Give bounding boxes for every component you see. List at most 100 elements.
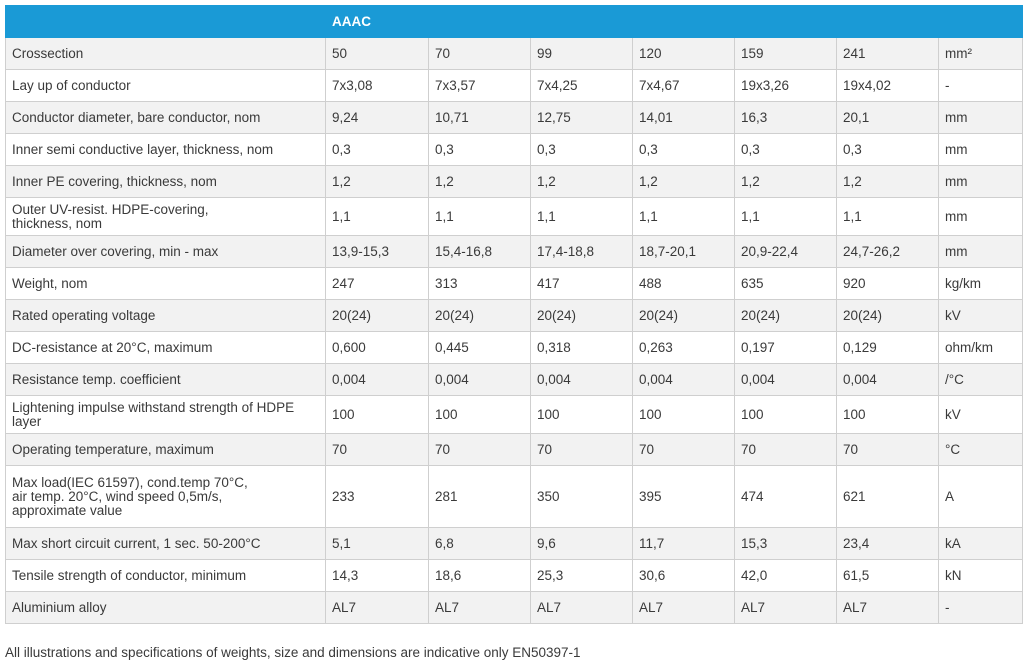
row-label-cell: Aluminium alloy	[5, 591, 326, 624]
value-cell: 14,3	[325, 559, 429, 592]
row-label-cell: Lightening impulse withstand strength of…	[5, 395, 326, 434]
table-body: Crossection 50 70 99 120 159 241 mm² Lay up of c…	[5, 37, 1023, 624]
value-cell: 0,004	[734, 363, 837, 396]
value-cell: 25,3	[530, 559, 633, 592]
table-header-row: AAAC	[5, 5, 1023, 38]
row-label-cell: Lay up of conductor	[5, 69, 326, 102]
value-cell: 233	[325, 465, 429, 528]
value-cell: 13,9-15,3	[325, 235, 429, 268]
row-label-cell: DC-resistance at 20°C, maximum	[5, 331, 326, 364]
value-cell: 241	[836, 37, 939, 70]
unit-cell: A	[938, 465, 1023, 528]
value-cell: 488	[632, 267, 735, 300]
value-cell: AL7	[632, 591, 735, 624]
value-cell: 920	[836, 267, 939, 300]
row-label-cell: Operating temperature, maximum	[5, 433, 326, 466]
value-cell: 42,0	[734, 559, 837, 592]
value-cell: 0,004	[530, 363, 633, 396]
row-label-cell: Resistance temp. coefficient	[5, 363, 326, 396]
value-cell: 16,3	[734, 101, 837, 134]
value-cell: 61,5	[836, 559, 939, 592]
table-row: Outer UV-resist. HDPE-covering, thickness…	[5, 197, 1023, 236]
value-cell: 18,6	[428, 559, 531, 592]
value-cell: 0,445	[428, 331, 531, 364]
value-cell: 20,1	[836, 101, 939, 134]
value-cell: 350	[530, 465, 633, 528]
value-cell: 0,004	[836, 363, 939, 396]
value-cell: 70	[325, 433, 429, 466]
unit-cell: -	[938, 69, 1023, 102]
header-cell-product: AAAC	[325, 5, 429, 38]
value-cell: 0,004	[325, 363, 429, 396]
unit-cell: °C	[938, 433, 1023, 466]
value-cell: 11,7	[632, 527, 735, 560]
row-label-cell: Conductor diameter, bare conductor, nom	[5, 101, 326, 134]
unit-cell: kN	[938, 559, 1023, 592]
table-row: Inner PE covering, thickness, nom 1,2 1,2 1…	[5, 165, 1023, 198]
value-cell: 0,3	[734, 133, 837, 166]
value-cell: AL7	[734, 591, 837, 624]
value-cell: 7x3,57	[428, 69, 531, 102]
value-cell: 1,1	[836, 197, 939, 236]
value-cell: 0,3	[428, 133, 531, 166]
value-cell: 100	[734, 395, 837, 434]
table-row: Crossection 50 70 99 120 159 241 mm²	[5, 37, 1023, 70]
value-cell: 1,2	[325, 165, 429, 198]
value-cell: 1,2	[632, 165, 735, 198]
header-cell	[530, 5, 633, 38]
value-cell: 6,8	[428, 527, 531, 560]
value-cell: 100	[428, 395, 531, 434]
unit-cell: mm	[938, 133, 1023, 166]
value-cell: AL7	[836, 591, 939, 624]
value-cell: 1,1	[734, 197, 837, 236]
value-cell: 0,3	[325, 133, 429, 166]
value-cell: 1,2	[428, 165, 531, 198]
value-cell: 20(24)	[632, 299, 735, 332]
value-cell: 0,004	[428, 363, 531, 396]
header-cell-label	[5, 5, 326, 38]
value-cell: 20,9-22,4	[734, 235, 837, 268]
value-cell: 70	[428, 37, 531, 70]
value-cell: 9,24	[325, 101, 429, 134]
value-cell: 621	[836, 465, 939, 528]
value-cell: 1,2	[734, 165, 837, 198]
value-cell: 120	[632, 37, 735, 70]
unit-cell: kA	[938, 527, 1023, 560]
unit-cell: -	[938, 591, 1023, 624]
header-cell	[428, 5, 531, 38]
value-cell: 20(24)	[530, 299, 633, 332]
value-cell: 0,600	[325, 331, 429, 364]
value-cell: 1,2	[836, 165, 939, 198]
value-cell: 0,129	[836, 331, 939, 364]
value-cell: 417	[530, 267, 633, 300]
value-cell: 0,318	[530, 331, 633, 364]
value-cell: 14,01	[632, 101, 735, 134]
header-cell	[632, 5, 735, 38]
row-label-cell: Crossection	[5, 37, 326, 70]
unit-cell: mm²	[938, 37, 1023, 70]
table-row: Rated operating voltage 20(24) 20(24) 20(24…	[5, 299, 1023, 332]
header-cell	[734, 5, 837, 38]
value-cell: 635	[734, 267, 837, 300]
table-row: Inner semi conductive layer, thickness, …	[5, 133, 1023, 166]
unit-cell: mm	[938, 197, 1023, 236]
table-row: Lightening impulse withstand strength of…	[5, 395, 1023, 434]
row-label-cell: Tensile strength of conductor, minimum	[5, 559, 326, 592]
value-cell: 99	[530, 37, 633, 70]
value-cell: 20(24)	[734, 299, 837, 332]
value-cell: 100	[530, 395, 633, 434]
value-cell: 19x3,26	[734, 69, 837, 102]
specification-table: AAAC Crossection 50 70 99 120 159 241 mm² Lay up…	[5, 5, 1023, 624]
value-cell: 70	[530, 433, 633, 466]
value-cell: 0,3	[836, 133, 939, 166]
table-row: Operating temperature, maximum 70 70 70 70 70…	[5, 433, 1023, 466]
value-cell: 15,4-16,8	[428, 235, 531, 268]
value-cell: 12,75	[530, 101, 633, 134]
table-row: Tensile strength of conductor, minimum 14…	[5, 559, 1023, 592]
value-cell: 159	[734, 37, 837, 70]
value-cell: 100	[325, 395, 429, 434]
value-cell: 0,197	[734, 331, 837, 364]
row-label-cell: Diameter over covering, min - max	[5, 235, 326, 268]
table-row: Aluminium alloy AL7 AL7 AL7 AL7 AL7 AL7-	[5, 591, 1023, 624]
value-cell: 0,004	[632, 363, 735, 396]
